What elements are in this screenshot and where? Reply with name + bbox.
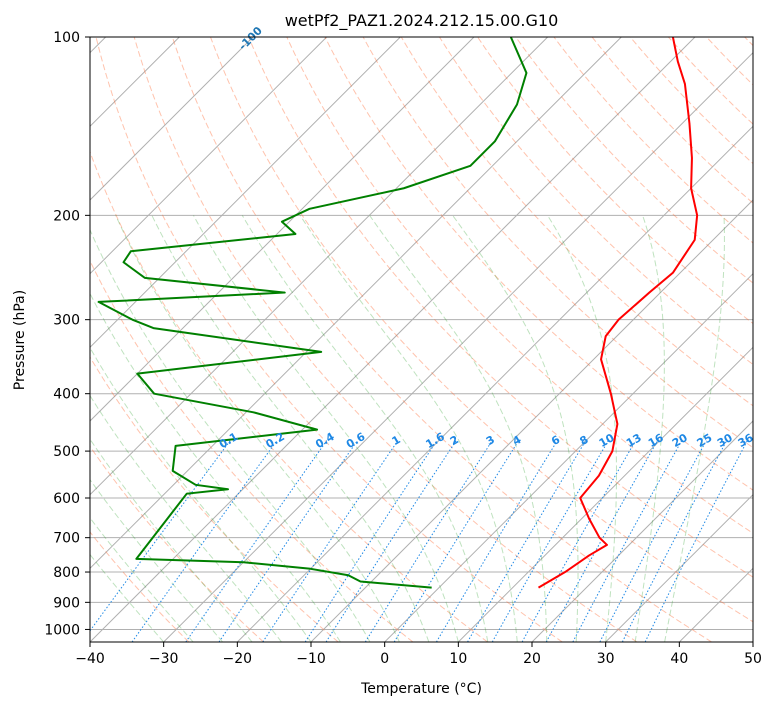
plot-frame [89, 36, 754, 643]
dry-adiabat [90, 150, 488, 642]
x-tick-label: 10 [449, 651, 467, 667]
dewpoint-profile [97, 37, 528, 589]
dry-adiabat [90, 531, 190, 642]
moist-adiabat-lines [90, 215, 725, 642]
isotherm-line [90, 37, 401, 349]
isotherm-line [90, 37, 254, 201]
mixing-ratio-lines [90, 440, 748, 642]
y-axis-label: Pressure (hPa) [12, 290, 28, 390]
moist-adiabat [634, 215, 665, 642]
dry-adiabat [400, 37, 753, 407]
mixing-ratio-line [364, 440, 493, 642]
moist-adiabat [90, 438, 253, 642]
moist-adiabat [115, 215, 400, 642]
dry-adiabat [171, 37, 712, 642]
y-tick-label: 700 [53, 531, 80, 547]
dry-adiabat [248, 37, 753, 578]
x-tick-label: 30 [597, 651, 615, 667]
y-tick-label: 300 [53, 313, 80, 329]
x-axis-label: Temperature (°C) [360, 681, 482, 697]
isotherm-line [90, 37, 696, 642]
isotherm-line [90, 37, 622, 570]
x-tick-label: −40 [75, 651, 105, 667]
moist-adiabat [452, 215, 579, 642]
x-tick-label: −20 [223, 651, 253, 667]
dry-adiabat [515, 37, 753, 284]
x-tick-label: 40 [670, 651, 688, 667]
moist-adiabat [369, 215, 548, 642]
dry-adiabat [210, 37, 753, 623]
moist-adiabat [241, 215, 489, 642]
mixing-ratio-line [262, 440, 399, 642]
isotherm-line [457, 346, 753, 642]
y-tick-label: 800 [53, 565, 80, 581]
y-tick-label: 400 [53, 387, 80, 403]
dry-adiabat [95, 37, 563, 642]
y-axis: 100 200 300 400 500 600 700 800 900 1000 [44, 30, 90, 638]
mixing-ratio-line [393, 440, 520, 642]
isotherm-line [384, 272, 753, 642]
moist-adiabat [90, 228, 371, 642]
mixing-ratio-line [185, 440, 328, 642]
moist-adiabat [193, 215, 459, 642]
sounding-series [97, 37, 699, 589]
moist-adiabat [90, 517, 194, 642]
chart-title: wetPf2_PAZ1.2024.212.15.00.G10 [285, 11, 559, 31]
temperature-profile [537, 37, 699, 589]
isotherm-line [605, 493, 753, 642]
dry-adiabat [439, 37, 753, 366]
y-tick-label: 600 [53, 491, 80, 507]
x-tick-label: 0 [380, 651, 389, 667]
mixing-ratio-line [325, 440, 457, 642]
x-tick-label: −30 [149, 651, 179, 667]
dry-adiabat [90, 259, 414, 642]
isotherm-line [310, 199, 753, 642]
dry-adiabat [90, 445, 264, 642]
y-tick-label: 100 [53, 30, 80, 46]
y-tick-label: 900 [53, 595, 80, 611]
y-tick-label: 500 [53, 444, 80, 460]
mixing-ratio-line [621, 440, 728, 642]
mixing-ratio-line [218, 440, 358, 642]
x-tick-label: −10 [296, 651, 326, 667]
mixing-ratio-line [599, 440, 707, 642]
isotherm-line [90, 37, 475, 422]
isotherm-line [90, 37, 549, 496]
dry-adiabat-lines [90, 37, 753, 642]
moist-adiabat [90, 553, 165, 642]
x-tick-label: 20 [523, 651, 541, 667]
isobar-gridlines [90, 37, 753, 630]
mixing-ratio-line [467, 440, 587, 642]
isotherm-line [531, 420, 753, 642]
y-tick-label: 1000 [44, 622, 80, 638]
moist-adiabat [90, 478, 223, 642]
moist-adiabat [90, 292, 341, 642]
moist-adiabat [90, 346, 312, 642]
mixing-ratio-line [435, 440, 558, 642]
y-tick-label: 200 [53, 208, 80, 224]
moist-adiabat [151, 215, 430, 642]
moist-adiabat [664, 215, 725, 642]
isotherm-line [163, 51, 753, 642]
isotherm-line [90, 37, 328, 275]
mixing-ratio-line [491, 440, 609, 642]
moist-adiabat [547, 215, 617, 642]
x-axis: −40 −30 −20 −10 0 10 20 30 40 50 [75, 642, 762, 667]
moist-adiabat [90, 394, 282, 642]
dry-adiabat [133, 37, 638, 642]
isotherm-line [236, 125, 753, 642]
isotherm-lines [90, 37, 753, 642]
mixing-ratio-line [304, 440, 438, 642]
dry-adiabat [286, 37, 753, 534]
x-tick-label: 50 [744, 651, 762, 667]
mixing-ratio-line [572, 440, 683, 642]
